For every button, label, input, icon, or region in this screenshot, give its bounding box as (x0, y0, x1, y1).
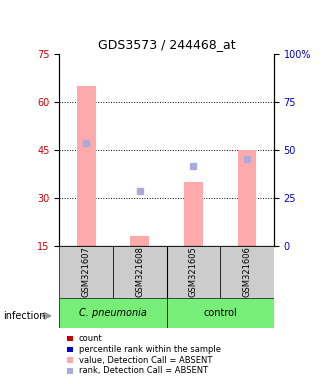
Text: infection: infection (3, 311, 46, 321)
Text: count: count (79, 334, 102, 343)
Text: control: control (203, 308, 237, 318)
Text: GSM321607: GSM321607 (82, 246, 91, 297)
Bar (167, 298, 274, 328)
Text: GSM321608: GSM321608 (135, 246, 144, 297)
Bar (167, 246, 220, 298)
Bar (67, 368, 73, 374)
Text: C. pneumonia: C. pneumonia (79, 308, 147, 318)
Bar (238, 150, 256, 246)
Text: percentile rank within the sample: percentile rank within the sample (79, 345, 220, 354)
Bar (67, 336, 73, 341)
Bar (59, 298, 167, 328)
Text: GSM321606: GSM321606 (243, 246, 251, 297)
Bar (130, 236, 149, 246)
Text: rank, Detection Call = ABSENT: rank, Detection Call = ABSENT (79, 366, 208, 376)
Bar (184, 182, 203, 246)
Bar (113, 246, 167, 298)
Title: GDS3573 / 244468_at: GDS3573 / 244468_at (98, 38, 236, 51)
Bar (59, 246, 113, 298)
Bar (77, 86, 96, 246)
Text: value, Detection Call = ABSENT: value, Detection Call = ABSENT (79, 356, 212, 365)
Text: GSM321605: GSM321605 (189, 246, 198, 297)
Bar (67, 347, 73, 352)
Bar (67, 358, 73, 363)
Bar (220, 246, 274, 298)
